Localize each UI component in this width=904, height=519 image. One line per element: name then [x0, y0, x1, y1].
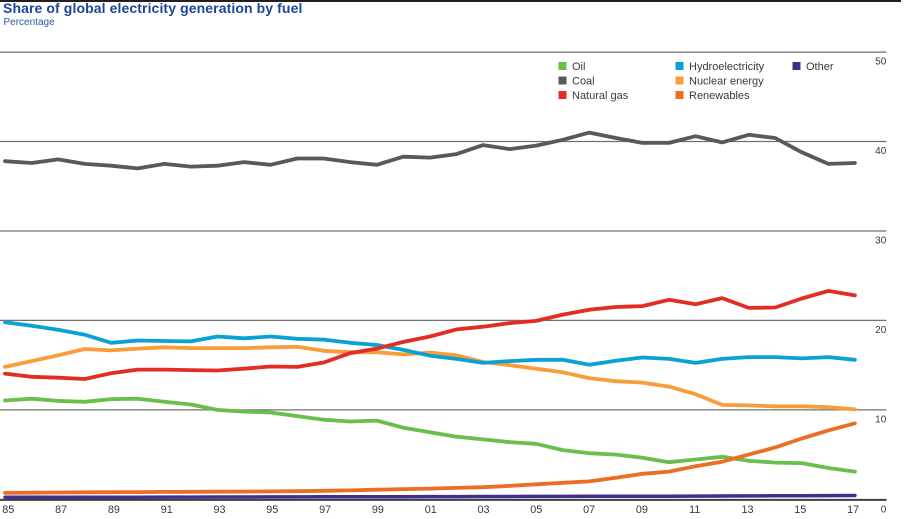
svg-text:03: 03 [477, 504, 489, 516]
svg-text:10: 10 [875, 415, 887, 426]
svg-text:50: 50 [875, 57, 887, 68]
svg-text:Renewables: Renewables [689, 90, 750, 102]
svg-text:Nuclear energy: Nuclear energy [689, 75, 764, 87]
svg-text:Hydroelectricity: Hydroelectricity [689, 61, 765, 73]
svg-text:15: 15 [794, 504, 806, 516]
svg-text:13: 13 [741, 504, 753, 516]
svg-text:Oil: Oil [572, 61, 585, 73]
svg-text:30: 30 [875, 236, 887, 247]
svg-text:01: 01 [425, 504, 437, 516]
svg-text:Other: Other [806, 61, 834, 73]
svg-text:85: 85 [2, 504, 14, 516]
svg-text:97: 97 [319, 504, 331, 516]
svg-text:89: 89 [108, 504, 120, 516]
svg-text:07: 07 [583, 504, 595, 516]
svg-text:Natural gas: Natural gas [572, 90, 629, 102]
svg-text:09: 09 [636, 504, 648, 516]
svg-text:05: 05 [530, 504, 542, 516]
svg-text:95: 95 [266, 504, 278, 516]
svg-text:20: 20 [875, 325, 887, 336]
svg-text:93: 93 [213, 504, 225, 516]
svg-text:Coal: Coal [572, 75, 595, 87]
svg-text:87: 87 [55, 504, 67, 516]
svg-text:17: 17 [847, 504, 859, 516]
svg-text:91: 91 [161, 504, 173, 516]
svg-text:0: 0 [881, 505, 887, 516]
svg-text:11: 11 [689, 504, 700, 516]
svg-text:40: 40 [875, 146, 887, 157]
svg-text:99: 99 [372, 504, 384, 516]
